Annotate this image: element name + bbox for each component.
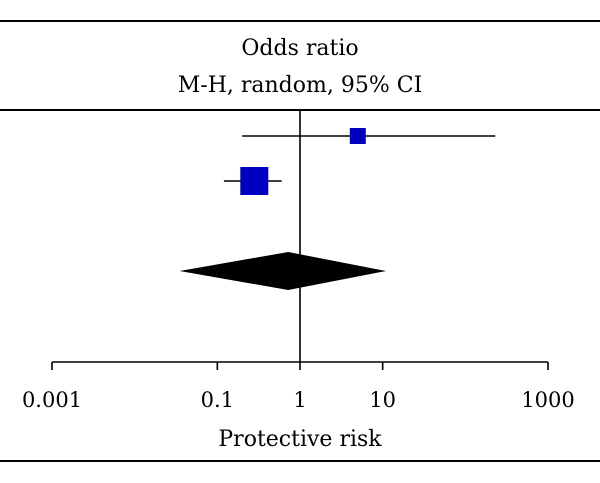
x-axis-label: Protective risk xyxy=(218,427,382,452)
study-box xyxy=(349,128,366,144)
header-line-1: Odds ratio xyxy=(241,36,358,61)
x-tick-label: 1 xyxy=(293,388,306,412)
pooled-diamond xyxy=(179,252,387,290)
header-line-2: M-H, random, 95% CI xyxy=(178,73,423,98)
x-tick-label: 0.001 xyxy=(22,388,82,412)
x-tick-label: 10 xyxy=(369,388,396,412)
x-tick-label: 1000 xyxy=(521,388,574,412)
study-box xyxy=(240,167,269,195)
x-tick-label: 0.1 xyxy=(201,388,234,412)
